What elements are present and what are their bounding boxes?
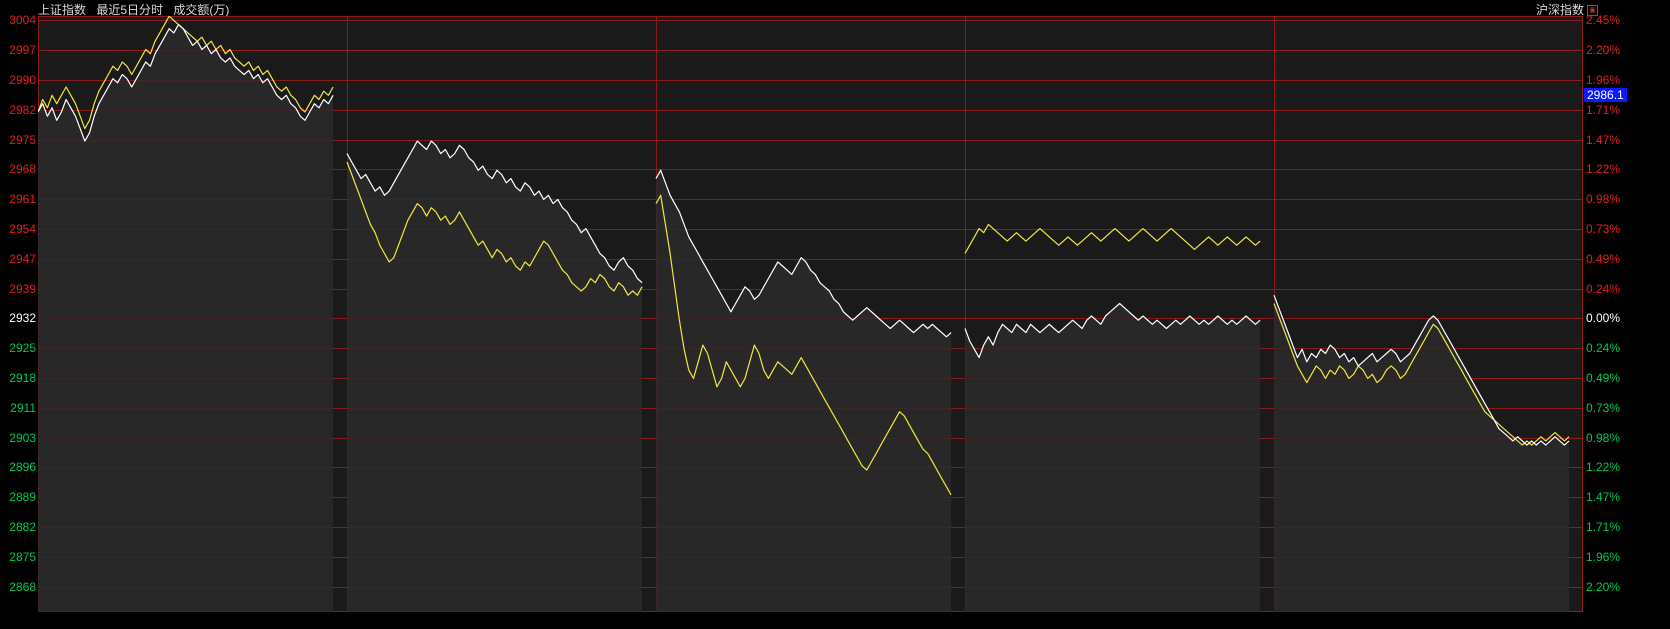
y-axis-left-tick: 2961 — [9, 192, 36, 207]
y-axis-left-tick: 2889 — [9, 490, 36, 505]
y-axis-left-tick: 2911 — [10, 400, 36, 415]
y-axis-right-tick: 0.98% — [1586, 192, 1621, 207]
checkbox-icon[interactable]: ▣ — [1587, 5, 1598, 17]
y-axis-right-tick: 1.22% — [1586, 460, 1621, 475]
chart-svg — [38, 16, 1583, 612]
y-axis-left-tick: 2939 — [9, 281, 36, 296]
price-tag: 2986.1 — [1584, 87, 1627, 102]
y-axis-right-tick: 0.73% — [1586, 400, 1621, 415]
y-axis-left-tick: 2932 — [9, 311, 36, 326]
header-right-labels[interactable]: 沪深指数 ▣ — [1536, 1, 1598, 18]
y-axis-right-tick: 0.00% — [1586, 311, 1621, 326]
y-axis-right-tick: 1.47% — [1586, 132, 1621, 147]
chart-header: 上证指数 最近5日分时 成交额(万) 沪深指数 ▣ — [0, 0, 1670, 18]
y-axis-right-tick: 0.73% — [1586, 222, 1621, 236]
y-axis-left-tick: 2982 — [9, 102, 36, 117]
volume-label: 成交额(万) — [173, 3, 230, 17]
y-axis-right-tick: 2.45% — [1586, 13, 1621, 28]
y-axis-left-tick: 2947 — [9, 251, 36, 266]
y-axis-left-tick: 2903 — [9, 430, 36, 445]
y-axis-left-tick: 3004 — [9, 13, 36, 28]
y-axis-left-tick: 2882 — [9, 520, 36, 534]
y-axis-right-tick: 0.49% — [1586, 251, 1621, 266]
y-axis-left-tick: 2990 — [9, 73, 36, 87]
y-axis-right-tick: 0.98% — [1586, 430, 1621, 445]
y-axis-left-tick: 2954 — [9, 222, 36, 236]
y-axis-right-tick: 2.20% — [1586, 43, 1621, 58]
header-left-labels: 上证指数 最近5日分时 成交额(万) — [38, 1, 236, 18]
y-axis-right-tick: 0.24% — [1586, 281, 1621, 296]
y-axis-left-tick: 2975 — [9, 132, 36, 147]
y-axis-right-tick: 0.24% — [1586, 341, 1621, 356]
y-axis-left-tick: 2968 — [9, 162, 36, 177]
y-axis-right-tick: 1.96% — [1586, 549, 1621, 564]
y-axis-left-tick: 2997 — [9, 43, 36, 58]
y-axis-left-tick: 2925 — [9, 341, 36, 356]
y-axis-right-tick: 1.47% — [1586, 490, 1621, 505]
y-axis-right-tick: 2.20% — [1586, 579, 1621, 594]
y-axis-right-tick: 1.71% — [1586, 102, 1621, 117]
y-axis-right-tick: 0.49% — [1586, 371, 1621, 385]
compare-index-label: 沪深指数 — [1535, 3, 1584, 17]
index-name-label: 上证指数 — [38, 3, 87, 17]
y-axis-right-tick: 1.96% — [1586, 73, 1621, 87]
y-axis-right-tick: 1.22% — [1586, 162, 1621, 177]
period-label: 最近5日分时 — [96, 3, 164, 17]
y-axis-left-tick: 2896 — [9, 460, 36, 475]
plot-area — [38, 16, 1583, 612]
y-axis-right-tick: 1.71% — [1586, 520, 1621, 534]
y-axis-left-tick: 2918 — [9, 371, 36, 385]
y-axis-left-tick: 2875 — [9, 549, 36, 564]
y-axis-left-tick: 2868 — [9, 579, 36, 594]
